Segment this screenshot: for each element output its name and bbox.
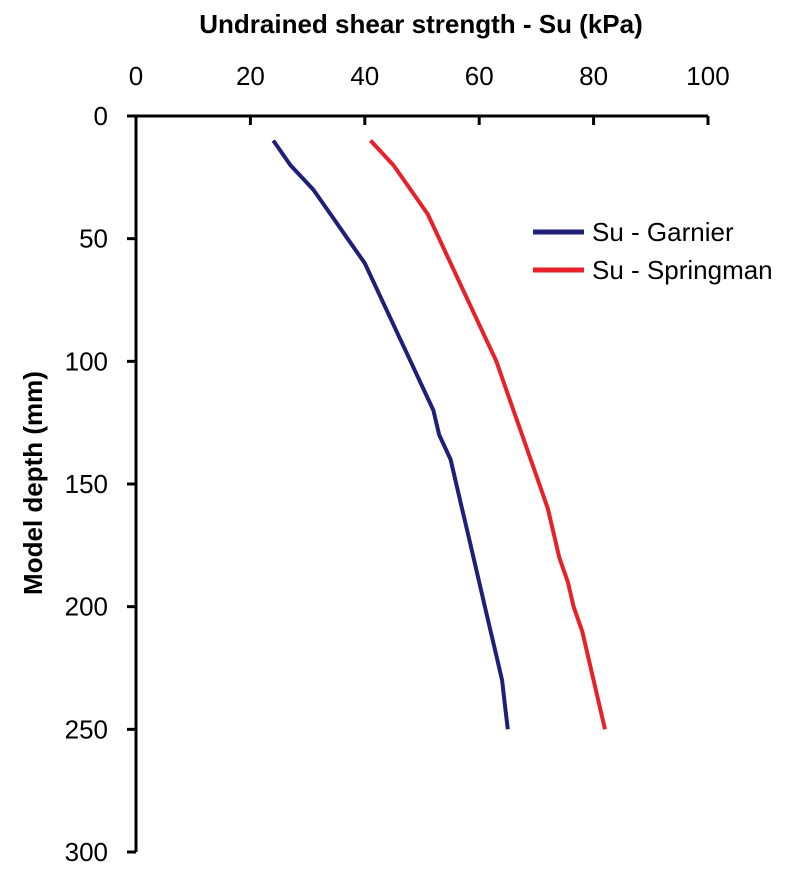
y-tick-label: 150: [65, 469, 108, 499]
y-axis: 0 50 100 150 200 250 300: [65, 101, 138, 867]
y-tick-label: 0: [94, 101, 108, 131]
legend-label: Su - Springman: [592, 255, 773, 285]
y-tick-label: 100: [65, 346, 108, 376]
legend-label: Su - Garnier: [592, 217, 734, 247]
x-tick-label: 80: [579, 61, 608, 91]
y-tick-label: 250: [65, 714, 108, 744]
y-tick-label: 200: [65, 592, 108, 622]
x-axis: 0 20 40 60 80 100: [129, 61, 730, 125]
y-axis-title: Model depth (mm): [18, 371, 48, 595]
x-axis-title: Undrained shear strength - Su (kPa): [199, 9, 643, 39]
x-tick-label: 60: [465, 61, 494, 91]
x-tick-label: 40: [350, 61, 379, 91]
x-tick-label: 100: [686, 61, 729, 91]
y-tick-label: 50: [79, 224, 108, 254]
x-tick-label: 20: [236, 61, 265, 91]
series-line-2: [369, 139, 607, 730]
series-line-1: [271, 139, 510, 730]
y-tick-label: 300: [65, 837, 108, 867]
series-layer: [271, 139, 607, 730]
x-tick-label: 0: [129, 61, 143, 91]
legend: Su - Garnier Su - Springman: [533, 217, 773, 285]
